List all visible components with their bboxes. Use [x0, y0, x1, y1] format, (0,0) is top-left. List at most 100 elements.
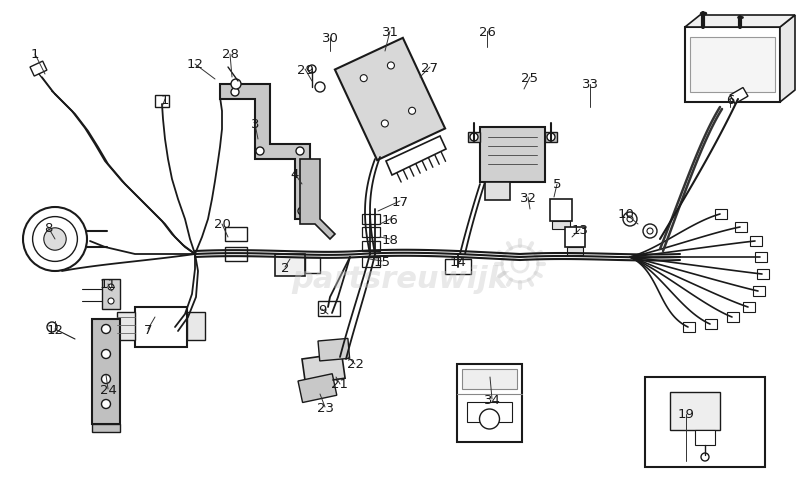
- Bar: [735, 223, 747, 232]
- Circle shape: [256, 148, 264, 156]
- Text: 2: 2: [281, 261, 290, 274]
- Text: 24: 24: [99, 383, 117, 396]
- Bar: [715, 209, 727, 220]
- Circle shape: [382, 121, 388, 128]
- Bar: [117, 312, 135, 340]
- Bar: [135, 307, 187, 347]
- Text: 8: 8: [44, 221, 52, 234]
- Text: 23: 23: [317, 401, 334, 414]
- Text: 10: 10: [618, 208, 634, 221]
- Polygon shape: [220, 85, 310, 220]
- Circle shape: [102, 400, 110, 408]
- Text: 27: 27: [422, 61, 438, 74]
- Circle shape: [701, 453, 709, 461]
- Circle shape: [47, 323, 57, 332]
- Text: 9: 9: [318, 303, 326, 316]
- Bar: [362, 258, 380, 267]
- Text: 4: 4: [291, 168, 299, 181]
- Circle shape: [44, 228, 66, 251]
- Bar: [730, 88, 748, 104]
- Bar: [480, 128, 545, 183]
- Text: 14: 14: [450, 255, 466, 268]
- Circle shape: [108, 285, 114, 290]
- Circle shape: [647, 228, 653, 235]
- Bar: [30, 62, 47, 77]
- Text: 25: 25: [522, 71, 538, 84]
- Text: 33: 33: [582, 79, 598, 91]
- Circle shape: [387, 63, 394, 70]
- Text: 17: 17: [391, 195, 409, 208]
- Bar: [727, 312, 739, 323]
- Text: partsreuwijk: partsreuwijk: [291, 265, 509, 294]
- Text: 12: 12: [186, 59, 203, 71]
- Circle shape: [315, 83, 325, 93]
- Text: 21: 21: [331, 378, 349, 391]
- Circle shape: [360, 76, 367, 82]
- Bar: [552, 222, 570, 229]
- Bar: [298, 374, 337, 403]
- Circle shape: [231, 89, 239, 97]
- Circle shape: [479, 409, 499, 429]
- Bar: [457, 364, 522, 442]
- Circle shape: [643, 224, 657, 239]
- Bar: [362, 215, 380, 224]
- Polygon shape: [386, 137, 446, 176]
- Text: 5: 5: [553, 178, 562, 191]
- Text: 20: 20: [214, 218, 230, 231]
- Bar: [318, 339, 350, 361]
- Bar: [743, 303, 755, 312]
- Bar: [318, 302, 340, 316]
- Text: 19: 19: [678, 407, 694, 421]
- Bar: [467, 402, 512, 422]
- Text: 7: 7: [144, 323, 152, 336]
- Bar: [362, 227, 380, 238]
- Bar: [302, 354, 345, 384]
- Bar: [485, 183, 510, 201]
- Circle shape: [409, 108, 415, 115]
- Circle shape: [102, 325, 110, 334]
- Text: 1: 1: [30, 48, 39, 61]
- Text: 30: 30: [322, 31, 338, 44]
- Text: 32: 32: [519, 191, 537, 204]
- Bar: [362, 242, 380, 251]
- Bar: [690, 38, 775, 93]
- Bar: [92, 319, 120, 424]
- Bar: [225, 227, 247, 242]
- Bar: [462, 369, 517, 389]
- Bar: [565, 227, 585, 247]
- Bar: [705, 319, 717, 329]
- Text: 18: 18: [382, 233, 398, 246]
- Polygon shape: [92, 424, 120, 432]
- Bar: [445, 260, 471, 274]
- Circle shape: [470, 134, 478, 142]
- Circle shape: [102, 350, 110, 359]
- Text: 12: 12: [46, 323, 63, 336]
- Bar: [645, 377, 765, 467]
- Polygon shape: [780, 16, 795, 103]
- Bar: [757, 269, 769, 280]
- Text: 29: 29: [297, 63, 314, 76]
- Circle shape: [23, 207, 87, 271]
- Bar: [750, 237, 762, 246]
- Bar: [102, 280, 120, 309]
- Bar: [670, 392, 720, 430]
- Text: 6: 6: [726, 93, 734, 106]
- Text: 26: 26: [478, 25, 495, 39]
- Circle shape: [308, 66, 316, 74]
- Circle shape: [231, 80, 241, 90]
- Text: 16: 16: [382, 213, 398, 226]
- Bar: [753, 286, 765, 296]
- Text: 1: 1: [161, 93, 170, 106]
- Text: 22: 22: [346, 358, 363, 371]
- Circle shape: [108, 298, 114, 305]
- Bar: [685, 28, 780, 103]
- Text: 31: 31: [382, 25, 398, 39]
- Bar: [225, 247, 247, 262]
- Bar: [683, 323, 695, 332]
- Bar: [755, 252, 767, 263]
- Bar: [567, 247, 583, 256]
- Polygon shape: [335, 39, 445, 161]
- Bar: [305, 258, 320, 273]
- Bar: [155, 96, 169, 108]
- Bar: [468, 133, 480, 142]
